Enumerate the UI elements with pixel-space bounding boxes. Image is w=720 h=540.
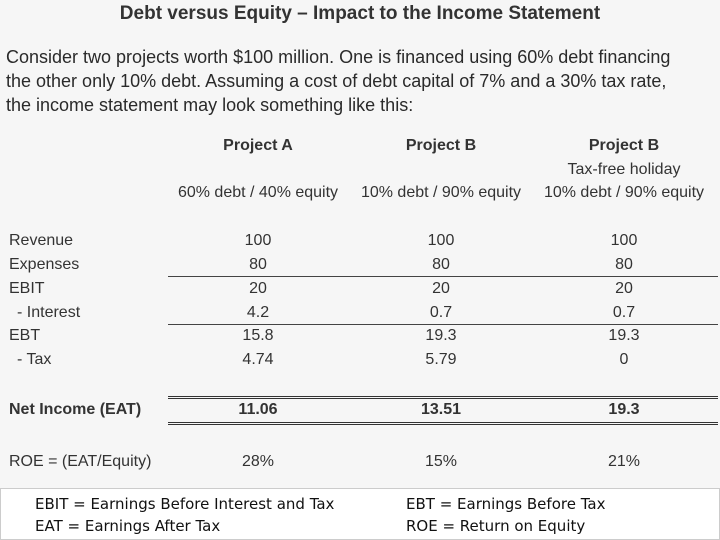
cell-value: 80 — [249, 256, 267, 273]
cell-value: 20 — [249, 280, 267, 297]
row-label: Expenses — [9, 256, 80, 273]
cell-value: 11.06 — [238, 401, 278, 418]
cell-value: 80 — [432, 256, 450, 273]
cell-value: 19.3 — [608, 327, 640, 344]
cell-value: 80 — [615, 256, 633, 273]
row-label: EBT — [9, 327, 41, 344]
cell-value: 19.3 — [425, 327, 457, 344]
footnote-box — [0, 488, 720, 540]
row-label: EBIT — [9, 280, 45, 297]
cell-value: 20 — [432, 280, 450, 297]
column-structure: 10% debt / 90% equity — [543, 184, 705, 201]
footnote: EBIT = Earnings Before Interest and Tax — [35, 495, 335, 513]
cell-value: 0.7 — [429, 304, 453, 321]
cell-value: 15% — [424, 453, 458, 470]
column-header: Project A — [223, 137, 293, 154]
intro-line: the other only 10% debt. Assuming a cost… — [6, 71, 667, 91]
row-label: Net Income (EAT) — [9, 401, 142, 418]
column-header: Project B — [405, 137, 477, 154]
rule — [168, 276, 718, 277]
cell-value: 100 — [610, 232, 638, 249]
rule — [168, 324, 718, 325]
cell-value: 0.7 — [612, 304, 636, 321]
row-label: Revenue — [9, 232, 74, 249]
column-structure: 60% debt / 40% equity — [177, 184, 339, 201]
column-header: Project B — [588, 137, 660, 154]
intro-line: the income statement may look something … — [6, 95, 414, 115]
cell-value: 13.51 — [420, 401, 462, 418]
cell-value: 4.2 — [246, 304, 270, 321]
cell-value: 15.8 — [242, 327, 274, 344]
cell-value: 21% — [607, 453, 641, 470]
cell-value: 4.74 — [242, 351, 274, 368]
cell-value: 100 — [244, 232, 272, 249]
rule — [168, 422, 718, 425]
footnote: ROE = Return on Equity — [406, 517, 586, 535]
intro-line: Consider two projects worth $100 million… — [6, 47, 671, 67]
cell-value: 19.3 — [608, 401, 640, 418]
footnote: EAT = Earnings After Tax — [35, 517, 221, 535]
footnote: EBT = Earnings Before Tax — [406, 495, 606, 513]
row-label: ROE = (EAT/Equity) — [9, 453, 152, 470]
title: Debt versus Equity – Impact to the Incom… — [119, 3, 601, 24]
cell-value: 20 — [615, 280, 633, 297]
row-label: - Tax — [17, 351, 52, 368]
rule — [168, 396, 718, 399]
column-note: Tax-free holiday — [567, 161, 681, 178]
cell-value: 100 — [427, 232, 455, 249]
cell-value: 28% — [241, 453, 275, 470]
cell-value: 5.79 — [425, 351, 457, 368]
column-structure: 10% debt / 90% equity — [360, 184, 522, 201]
cell-value: 0 — [619, 351, 629, 368]
row-label: - Interest — [17, 304, 81, 321]
